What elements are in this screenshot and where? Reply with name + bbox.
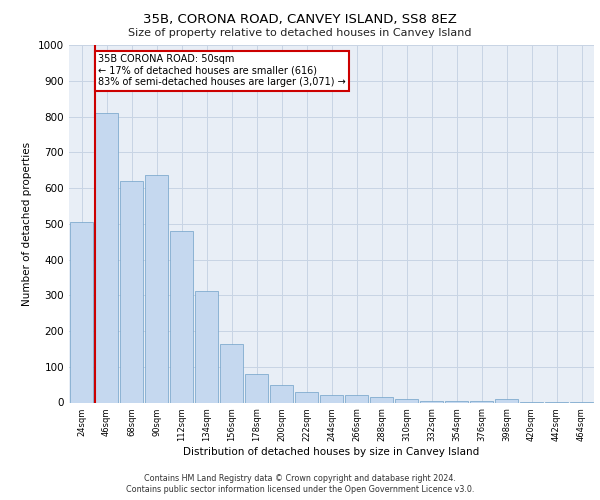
Bar [270, 384, 293, 402]
Bar [245, 374, 268, 402]
Bar [320, 394, 343, 402]
Text: Size of property relative to detached houses in Canvey Island: Size of property relative to detached ho… [128, 28, 472, 38]
Bar [170, 231, 193, 402]
Bar [370, 398, 393, 402]
Text: 35B, CORONA ROAD, CANVEY ISLAND, SS8 8EZ: 35B, CORONA ROAD, CANVEY ISLAND, SS8 8EZ [143, 12, 457, 26]
Bar [295, 392, 318, 402]
Bar [395, 398, 418, 402]
Bar [145, 176, 168, 402]
Bar [420, 401, 443, 402]
Bar [495, 399, 518, 402]
Bar [95, 113, 118, 403]
X-axis label: Distribution of detached houses by size in Canvey Island: Distribution of detached houses by size … [184, 447, 479, 457]
Bar [70, 222, 93, 402]
Bar [445, 401, 468, 402]
Bar [220, 344, 243, 403]
Bar [345, 394, 368, 402]
Bar [120, 181, 143, 402]
Y-axis label: Number of detached properties: Number of detached properties [22, 142, 32, 306]
Text: Contains HM Land Registry data © Crown copyright and database right 2024.
Contai: Contains HM Land Registry data © Crown c… [126, 474, 474, 494]
Bar [195, 290, 218, 403]
Bar [470, 401, 493, 402]
Text: 35B CORONA ROAD: 50sqm
← 17% of detached houses are smaller (616)
83% of semi-de: 35B CORONA ROAD: 50sqm ← 17% of detached… [98, 54, 346, 87]
